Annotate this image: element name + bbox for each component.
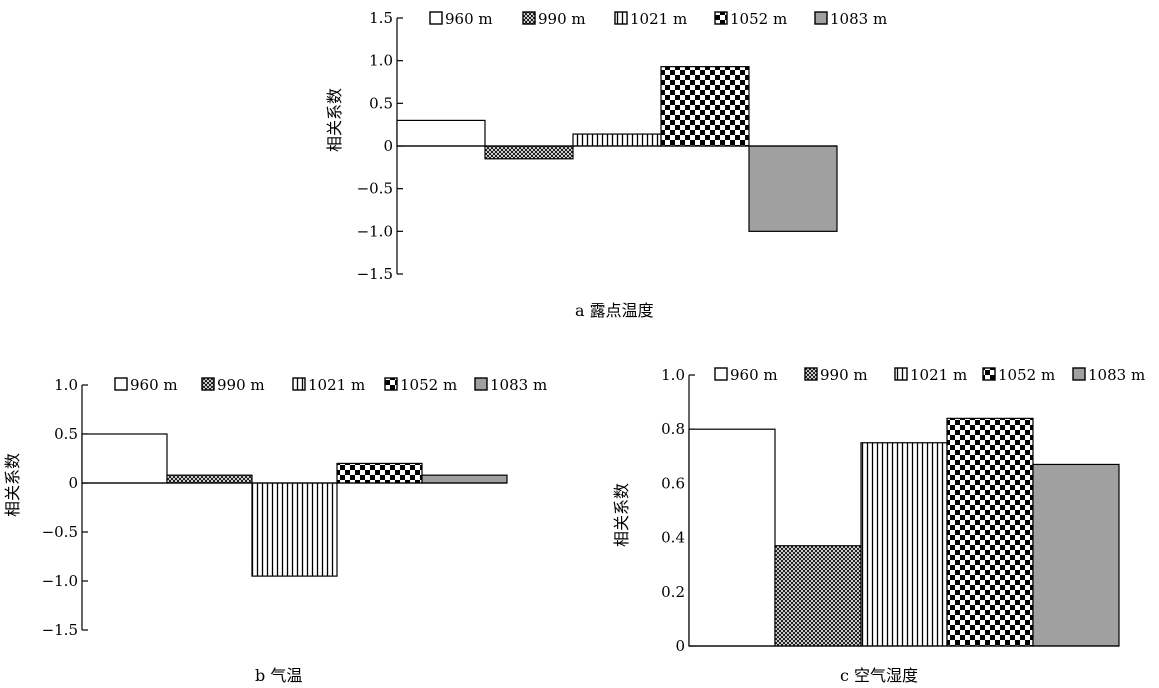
legend-label: 1083 m: [490, 376, 547, 394]
legend-swatch: [114, 377, 128, 391]
y-tick-label: −1.0: [357, 222, 393, 240]
y-axis-label: 相关系数: [3, 453, 22, 517]
y-tick-label: −1.5: [357, 265, 393, 283]
legend-swatch: [474, 377, 488, 391]
bar-1021m: [572, 133, 662, 147]
y-tick-label: −1.5: [42, 621, 78, 639]
y-tick-label: 1.0: [369, 52, 393, 70]
y-tick-label: 0.5: [54, 425, 78, 443]
bar-1083m: [748, 145, 838, 232]
legend-swatch: [804, 367, 818, 381]
legend-label: 960 m: [445, 10, 493, 28]
bar-960m: [396, 119, 486, 147]
y-tick-label: 0.6: [661, 474, 685, 492]
legend-swatch: [522, 11, 536, 25]
chart-c-caption: c 空气湿度: [840, 666, 919, 685]
bar-1021m: [251, 482, 338, 577]
legend-label: 1021 m: [630, 10, 687, 28]
y-tick-label: −1.0: [42, 572, 78, 590]
y-tick-label: 0.5: [369, 94, 393, 112]
legend-label: 990 m: [538, 10, 586, 28]
legend-label: 960 m: [730, 366, 778, 384]
y-tick-label: 1.5: [369, 9, 393, 27]
legend-swatch: [814, 11, 828, 25]
chart-a-caption: a 露点温度: [575, 301, 654, 320]
bar-960m: [81, 433, 168, 484]
bar-1052m: [660, 66, 750, 147]
bar-960m: [688, 428, 776, 647]
legend-label: 1021 m: [308, 376, 365, 394]
bar-1083m: [1032, 463, 1120, 647]
chart-b-caption: b 气温: [255, 666, 303, 685]
bar-990m: [484, 145, 574, 160]
chart-panel-c: 1.0 0.8 0.6 0.4 0.2 0 相关系数 960 m 990 m 1021 m 1052…: [600, 355, 1159, 688]
y-tick-label: 0.4: [661, 529, 685, 547]
bar-1052m: [946, 417, 1034, 647]
bar-1021m: [860, 442, 948, 647]
bar-1052m: [336, 462, 423, 484]
legend-label: 1052 m: [400, 376, 457, 394]
legend-swatch: [894, 367, 908, 381]
y-tick-label: −0.5: [42, 523, 78, 541]
legend-label: 990 m: [820, 366, 868, 384]
legend-swatch: [201, 377, 215, 391]
legend-label: 990 m: [217, 376, 265, 394]
legend-swatch: [614, 11, 628, 25]
legend-swatch: [292, 377, 306, 391]
chart-b-svg: 1.0 0.5 0 −0.5 −1.0 −1.5 相关系数 960 m 990 m 1021 m 1…: [3, 376, 547, 639]
y-tick-label: 1.0: [54, 376, 78, 394]
y-axis-label: 相关系数: [325, 88, 344, 152]
chart-c-svg: 1.0 0.8 0.6 0.4 0.2 0 相关系数 960 m 990 m 1021 m 1052…: [612, 366, 1145, 655]
legend-label: 1021 m: [910, 366, 967, 384]
legend-label: 1052 m: [730, 10, 787, 28]
legend-swatch: [429, 11, 443, 25]
legend-swatch: [714, 11, 728, 25]
bar-990m: [774, 545, 862, 647]
legend-swatch: [384, 377, 398, 391]
y-axis-label: 相关系数: [612, 483, 631, 547]
y-tick-label: 1.0: [661, 366, 685, 384]
y-tick-label: −0.5: [357, 180, 393, 198]
legend-label: 960 m: [130, 376, 178, 394]
chart-a-svg: 1.5 1.0 0.5 0 −0.5 −1.0 −1.5 相关系数 960 m 990 m 1021…: [325, 9, 887, 283]
y-tick-label: 0: [383, 137, 393, 155]
y-tick-label: 0: [68, 474, 78, 492]
bar-990m: [166, 474, 253, 484]
legend-swatch: [714, 367, 728, 381]
y-tick-label: 0.2: [661, 583, 685, 601]
legend-swatch: [982, 367, 996, 381]
bar-1083m: [421, 474, 508, 484]
y-tick-label: 0: [675, 637, 685, 655]
legend-label: 1083 m: [830, 10, 887, 28]
legend-label: 1052 m: [998, 366, 1055, 384]
chart-panel-b: 1.0 0.5 0 −0.5 −1.0 −1.5 相关系数 960 m 990 m 1021 m 1…: [0, 355, 555, 688]
y-tick-label: 0.8: [661, 420, 685, 438]
legend-swatch: [1072, 367, 1086, 381]
legend-label: 1083 m: [1088, 366, 1145, 384]
chart-panel-a: 1.5 1.0 0.5 0 −0.5 −1.0 −1.5 相关系数 960 m 990 m 1021…: [320, 0, 887, 328]
